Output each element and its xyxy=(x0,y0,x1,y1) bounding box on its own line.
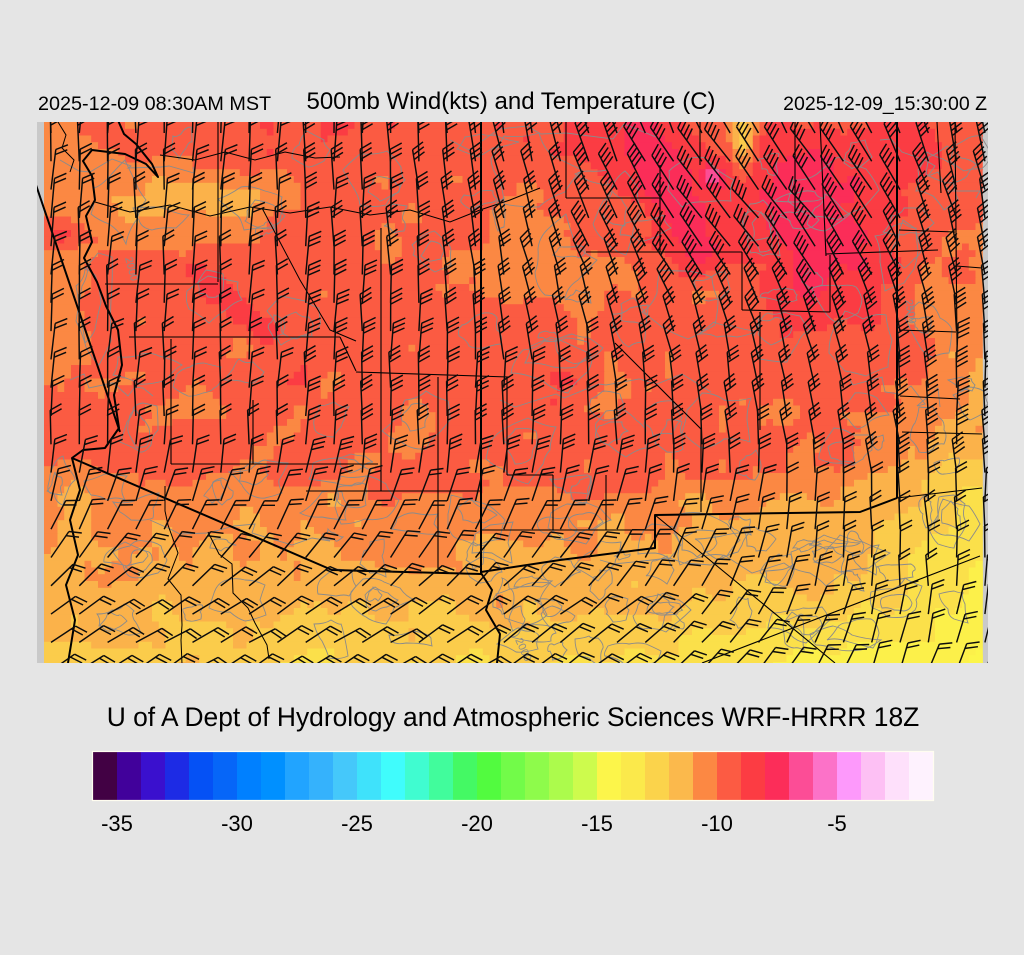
svg-text:U of A Dept of Hydrology and A: U of A Dept of Hydrology and Atmospheric… xyxy=(107,702,920,732)
svg-text:-10: -10 xyxy=(701,811,733,836)
svg-text:500mb Wind(kts) and Temperatur: 500mb Wind(kts) and Temperature (C) xyxy=(306,88,715,115)
svg-text:-15: -15 xyxy=(581,811,613,836)
svg-text:-35: -35 xyxy=(101,811,133,836)
svg-text:-25: -25 xyxy=(341,811,373,836)
svg-text:-20: -20 xyxy=(461,811,493,836)
svg-text:2025-12-09 08:30AM MST: 2025-12-09 08:30AM MST xyxy=(38,93,271,115)
svg-text:-5: -5 xyxy=(827,811,847,836)
svg-text:-30: -30 xyxy=(221,811,253,836)
svg-text:2025-12-09_15:30:00 Z: 2025-12-09_15:30:00 Z xyxy=(783,93,987,115)
